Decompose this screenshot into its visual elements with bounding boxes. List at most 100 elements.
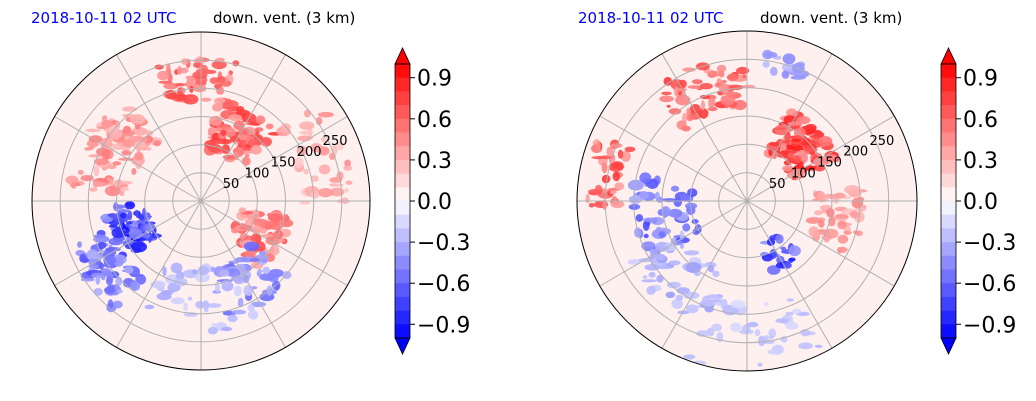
field-cell	[250, 144, 262, 155]
colorbar-tick-label: 0.3	[417, 149, 452, 174]
colorbar-segment	[941, 283, 956, 298]
field-cell	[628, 203, 641, 210]
field-cell	[761, 253, 774, 262]
panel-title-variable: down. vent. (3 km)	[760, 9, 902, 27]
field-cell	[794, 127, 806, 138]
field-cell	[96, 125, 110, 130]
field-cell	[344, 188, 349, 193]
field-cell	[791, 168, 805, 178]
field-cell	[754, 329, 761, 337]
colorbar-extend-min	[394, 337, 411, 355]
field-cell	[643, 233, 649, 239]
field-cell	[769, 66, 778, 76]
field-cell	[247, 304, 255, 312]
field-cell	[244, 249, 256, 259]
field-cell	[293, 157, 304, 169]
colorbar-segment	[941, 310, 956, 325]
panel-title-variable: down. vent. (3 km)	[213, 9, 355, 27]
colorbar-segment	[941, 173, 956, 188]
field-cell	[792, 308, 802, 314]
grid-spoke	[54, 116, 202, 202]
field-cell	[588, 202, 595, 208]
field-cell	[228, 262, 234, 267]
field-cell	[139, 224, 146, 234]
field-cell	[699, 83, 713, 90]
field-cell	[211, 323, 217, 327]
field-cell	[191, 269, 199, 275]
field-cell	[668, 208, 683, 218]
colorbar-tick-label: 0.6	[417, 108, 452, 133]
polar-panel-left: 2018-10-11 02 UTC down. vent. (3 km) 50 1…	[31, 9, 470, 371]
field-cell	[157, 70, 169, 81]
grid-spoke	[200, 54, 286, 202]
grid-spoke	[661, 200, 748, 349]
field-cell	[221, 280, 230, 287]
field-cell	[183, 302, 188, 312]
field-cell	[121, 150, 132, 156]
field-cell	[747, 321, 759, 328]
field-cell	[585, 194, 590, 203]
field-cell	[229, 136, 240, 143]
field-cell	[787, 121, 803, 126]
radial-tick-label: 50	[769, 177, 786, 192]
field-cell	[113, 256, 124, 267]
field-cell	[211, 60, 227, 70]
field-cell	[823, 236, 830, 243]
field-cell	[253, 218, 268, 228]
colorbar-segment	[941, 255, 956, 270]
field-cell	[698, 108, 709, 119]
colorbar-segment	[395, 91, 410, 106]
field-cell	[686, 304, 699, 314]
field-cell	[628, 195, 642, 204]
field-cell	[113, 204, 126, 210]
field-cell	[134, 151, 144, 161]
field-cell	[212, 103, 223, 112]
field-cell	[280, 219, 294, 228]
field-cell	[670, 185, 680, 192]
colorbar-segment	[941, 132, 956, 147]
field-cell	[675, 294, 684, 301]
field-cell	[659, 95, 674, 103]
field-cell	[708, 70, 723, 77]
colorbar-tick-label: 0.9	[417, 67, 452, 92]
field-cell	[639, 172, 652, 183]
field-cell	[708, 97, 716, 109]
field-cell	[780, 143, 787, 152]
polar-panel-right: 2018-10-11 02 UTC down. vent. (3 km) 50 1…	[576, 9, 1016, 372]
colorbar-segment	[395, 310, 410, 325]
field-cell	[247, 309, 259, 320]
field-cell	[687, 188, 698, 198]
field-cell	[768, 335, 774, 340]
field-cell	[228, 114, 243, 122]
field-cell	[233, 285, 242, 297]
field-cell	[617, 149, 624, 159]
field-cell	[134, 123, 141, 130]
polar-frame	[31, 31, 371, 371]
field-cell	[818, 136, 833, 147]
field-cell	[627, 179, 644, 191]
colorbar-segment	[941, 105, 956, 120]
field-cell	[105, 247, 121, 252]
field-cell	[687, 85, 703, 89]
field-cell	[132, 141, 148, 150]
field-cell	[85, 128, 101, 133]
field-cell	[125, 221, 133, 225]
field-cell	[116, 289, 123, 294]
field-cell	[241, 156, 251, 166]
grid-spoke	[746, 200, 833, 349]
colorbar-tick-label: 0.0	[417, 190, 452, 215]
grid-spoke	[599, 200, 748, 287]
field-cell	[683, 250, 700, 256]
colorbar-tick-label: −0.3	[417, 231, 470, 256]
field-cell	[606, 146, 614, 157]
field-cell	[231, 309, 247, 315]
field-cell	[79, 253, 87, 263]
field-cell	[267, 273, 279, 283]
field-cell	[712, 270, 720, 278]
field-cell	[80, 175, 93, 182]
grid-spoke	[54, 200, 202, 286]
colorbar-extend-max	[394, 47, 411, 65]
grid-spoke	[200, 116, 348, 202]
